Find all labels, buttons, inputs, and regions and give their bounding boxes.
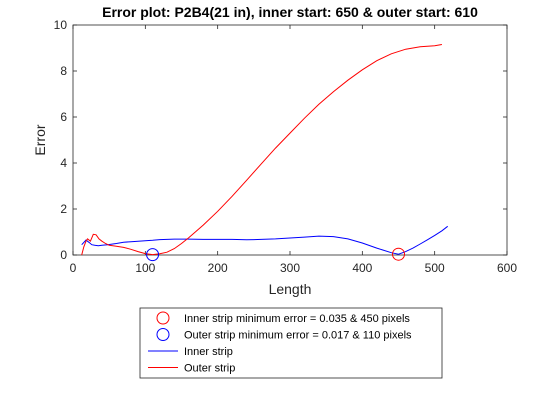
legend-marker-1 [156, 328, 170, 341]
x-axis-label: Length [269, 281, 312, 297]
x-tick-label: 200 [208, 261, 228, 275]
x-tick-label: 100 [135, 261, 155, 275]
chart-title: Error plot: P2B4(21 in), inner start: 65… [102, 4, 478, 20]
legend-marker-0 [156, 311, 170, 325]
x-tick-label: 600 [497, 261, 517, 275]
outer-min-marker [146, 248, 160, 262]
axes-box [72, 24, 508, 256]
y-tick-label: 2 [60, 202, 67, 216]
y-tick-label: 10 [54, 18, 68, 32]
x-tick-label: 0 [70, 261, 77, 275]
legend-label-3: Outer strip [184, 363, 235, 375]
y-tick-label: 6 [60, 110, 67, 124]
legend-label-0: Inner strip minimum error = 0.035 & 450 … [184, 313, 410, 325]
legend-label-2: Inner strip [184, 346, 233, 358]
x-tick-label: 400 [352, 261, 372, 275]
y-axis-label: Error [32, 124, 48, 155]
y-tick-label: 8 [60, 64, 67, 78]
y-tick-label: 4 [60, 156, 67, 170]
inner-min-marker [392, 247, 405, 261]
y-tick-label: 0 [60, 248, 67, 262]
inner-strip-line [81, 225, 449, 255]
plot-area: 0 100 200 300 400 500 600 0 2 4 6 8 10 [54, 18, 518, 275]
x-tick-label: 300 [280, 261, 300, 275]
x-tick-label: 500 [425, 261, 445, 275]
legend-box [139, 307, 443, 379]
outer-strip-line [81, 44, 442, 256]
legend: Inner strip minimum error = 0.035 & 450 … [139, 307, 443, 379]
legend-label-1: Outer strip minimum error = 0.017 & 110 … [184, 330, 412, 342]
